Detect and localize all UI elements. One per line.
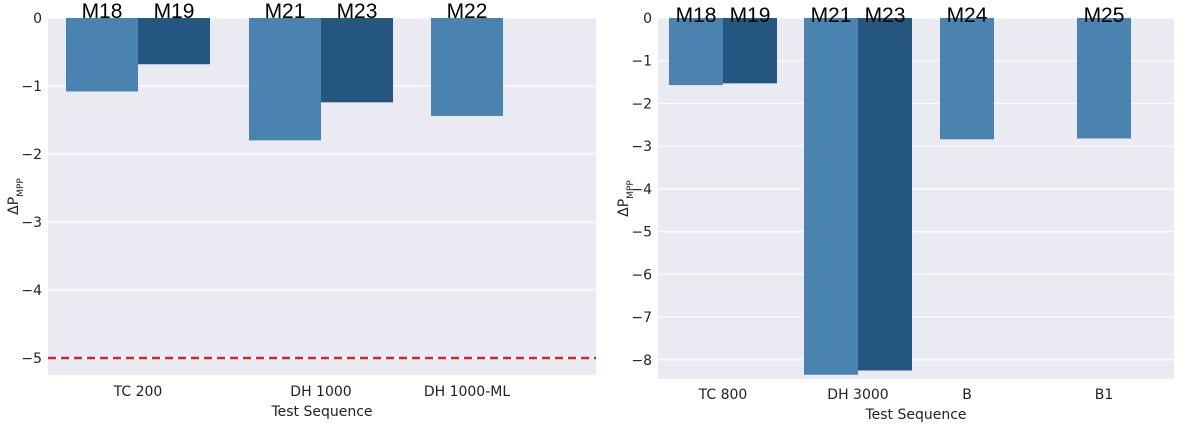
y-tick-label: −3: [631, 139, 652, 155]
bar-label-m21: M21: [811, 4, 852, 27]
right-chart-panel: 0 −1 −2 −3 −4 −5 −6 −7 −8 M18 M19 TC 800 M21 M23 DH 30…: [616, 4, 1174, 423]
y-tick-label: −5: [631, 225, 652, 241]
bar-m19: [723, 18, 777, 84]
bar-m25: [1077, 18, 1131, 139]
y-tick-label: −4: [631, 182, 652, 198]
x-tick-label: DH 1000: [290, 384, 351, 400]
x-tick-label: DH 1000-ML: [424, 384, 511, 400]
y-tick-label: −3: [21, 215, 42, 231]
x-tick-label: TC 800: [698, 387, 748, 403]
bar-m23: [858, 18, 912, 371]
y-axis-title: ΔPMPP: [6, 178, 26, 215]
y-tick-label: −5: [21, 351, 42, 367]
y-tick-label: −2: [21, 147, 42, 163]
bar-label-m23: M23: [337, 0, 378, 23]
bar-m24: [940, 18, 994, 140]
x-tick-label: DH 3000: [827, 387, 888, 403]
bar-label-m23: M23: [865, 4, 906, 27]
y-tick-label: 0: [33, 11, 42, 27]
left-chart-panel: 0 −1 −2 −3 −4 −5 M18 M19 TC 200 M21 M23 DH 1000 M22 D…: [6, 0, 596, 420]
bar-m21: [804, 18, 858, 375]
bar-label-m19: M19: [730, 4, 771, 27]
bar-label-m22: M22: [447, 0, 488, 23]
y-tick-label: −8: [631, 353, 652, 369]
bar-label-m19: M19: [154, 0, 195, 23]
x-axis-title: Test Sequence: [864, 407, 966, 423]
x-tick-label: B: [962, 387, 972, 403]
bar-m22: [431, 18, 503, 116]
bar-label-m21: M21: [265, 0, 306, 23]
y-axis-title: ΔPMPP: [616, 180, 636, 217]
bar-label-m18: M18: [676, 4, 717, 27]
y-tick-label: −4: [21, 283, 42, 299]
y-tick-label: 0: [643, 11, 652, 27]
bar-m19: [138, 18, 210, 65]
bar-label-m18: M18: [82, 0, 123, 23]
bar-m18: [66, 18, 138, 92]
y-tick-label: −6: [631, 267, 652, 283]
x-axis-title: Test Sequence: [270, 404, 372, 420]
bar-m18: [669, 18, 723, 86]
bar-label-m25: M25: [1084, 4, 1125, 27]
bar-label-m24: M24: [947, 4, 988, 27]
bar-m21: [249, 18, 321, 141]
y-tick-label: −2: [631, 96, 652, 112]
bar-m23: [321, 18, 393, 103]
y-tick-label: −7: [631, 310, 652, 326]
x-tick-label: TC 200: [113, 384, 163, 400]
y-tick-label: −1: [21, 79, 42, 95]
x-tick-label: B1: [1095, 387, 1114, 403]
y-tick-label: −1: [631, 54, 652, 70]
